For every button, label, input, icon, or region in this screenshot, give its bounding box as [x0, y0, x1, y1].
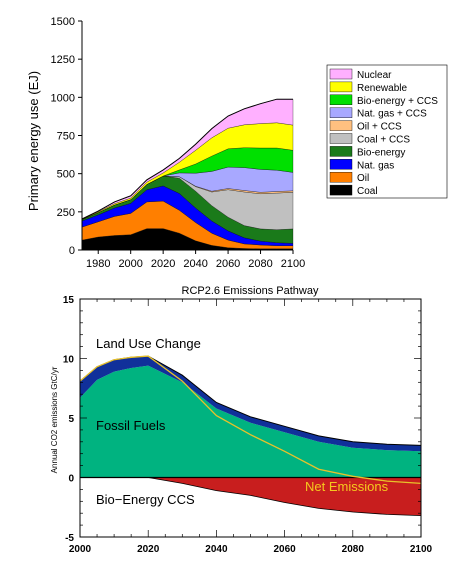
energy-y-tick-label: 250 — [57, 207, 75, 219]
legend-swatch-coal-ccs — [329, 133, 353, 144]
energy-x-tick-label: 2080 — [248, 258, 272, 270]
energy-y-tick-label: 500 — [57, 169, 75, 181]
emissions-y-tick-label: 10 — [63, 355, 75, 366]
emissions-chart-title: RCP2.6 Emissions Pathway — [182, 285, 319, 297]
emissions-x-tick-label: 2100 — [410, 544, 433, 555]
emissions-chart: RCP2.6 Emissions Pathway -5 0 5 10 15 2000 202… — [50, 285, 433, 555]
emissions-x-tick-label: 2080 — [342, 544, 365, 555]
land-use-change-area — [80, 356, 421, 452]
energy-total-outline — [81, 98, 293, 220]
legend-label-bio-energy-ccs: Bio-energy + CCS — [357, 96, 438, 107]
legend-label-coal: Coal — [357, 186, 378, 197]
energy-y-tick-label: 1500 — [51, 16, 75, 28]
emissions-x-tick-label: 2060 — [273, 544, 296, 555]
emissions-y-tick-label: 15 — [63, 295, 75, 306]
fossil-fuels-area — [80, 365, 421, 478]
emissions-y-tick-label: 5 — [68, 414, 74, 425]
legend-swatch-oil — [329, 171, 353, 183]
legend-label-nat-gas: Nat. gas — [357, 160, 394, 171]
emissions-x-tick-label: 2000 — [69, 544, 92, 555]
energy-stack-areas — [81, 98, 294, 251]
energy-x-tick-label: 2100 — [281, 258, 305, 270]
beccs-area — [80, 477, 421, 516]
legend-swatch-bio-energy-ccs — [329, 94, 353, 106]
legend-label-nuclear: Nuclear — [357, 70, 392, 81]
legend-label-renewable: Renewable — [357, 83, 407, 94]
energy-chart: 0 250 500 750 1000 1250 1500 1980 2000 2020 2040 20… — [26, 16, 448, 270]
legend-label-nat-gas-ccs: Nat. gas + CCS — [357, 109, 427, 120]
energy-x-tick-label: 2000 — [118, 258, 142, 270]
emissions-x-tick-label: 2040 — [205, 544, 228, 555]
legend-label-oil: Oil — [357, 173, 369, 184]
legend-swatch-nat-gas — [329, 159, 353, 170]
energy-y-tick-label: 1000 — [51, 92, 75, 104]
emissions-axes: -5 0 5 10 15 2000 2020 2040 2060 2080 2100 — [63, 295, 433, 555]
emissions-y-tick-label: 0 — [68, 474, 74, 485]
energy-legend: Nuclear Renewable Bio-energy + CCS Nat. gas… — [326, 64, 448, 199]
legend-label-oil-ccs: Oil + CCS — [357, 122, 402, 133]
legend-swatch-coal — [329, 184, 353, 196]
legend-swatch-nat-gas-ccs — [329, 107, 353, 118]
energy-y-axis-label: Primary energy use (EJ) — [26, 71, 41, 211]
emissions-y-tick-label: -5 — [65, 533, 74, 544]
emissions-x-tick-label: 2020 — [137, 544, 160, 555]
fossil-fuels-annotation: Fossil Fuels — [96, 418, 166, 433]
energy-y-tick-label: 0 — [69, 245, 75, 257]
beccs-annotation: Bio−Energy CCS — [96, 492, 195, 507]
legend-label-coal-ccs: Coal + CCS — [357, 135, 410, 146]
land-use-annotation: Land Use Change — [96, 336, 201, 351]
legend-label-bio-energy: Bio-energy — [357, 147, 405, 158]
energy-y-tick-label: 1250 — [51, 54, 75, 66]
legend-swatch-renewable — [329, 81, 353, 93]
energy-x-tick-label: 2060 — [216, 258, 240, 270]
emissions-areas — [79, 355, 422, 516]
energy-x-tick-label: 2020 — [151, 258, 175, 270]
energy-y-tick-label: 750 — [57, 131, 75, 143]
emissions-y-axis-label: Annual CO2 emissions GtC/yr — [50, 366, 59, 473]
energy-x-tick-label: 1980 — [86, 258, 110, 270]
legend-swatch-bio-energy — [329, 146, 353, 157]
net-emissions-annotation: Net Emissions — [305, 479, 389, 494]
legend-swatch-nuclear — [329, 68, 353, 80]
legend-swatch-oil-ccs — [329, 120, 353, 131]
net-emissions-line — [79, 355, 422, 485]
energy-x-tick-label: 2040 — [183, 258, 207, 270]
energy-axes: 0 250 500 750 1000 1250 1500 1980 2000 2020 2040 20… — [51, 16, 306, 270]
